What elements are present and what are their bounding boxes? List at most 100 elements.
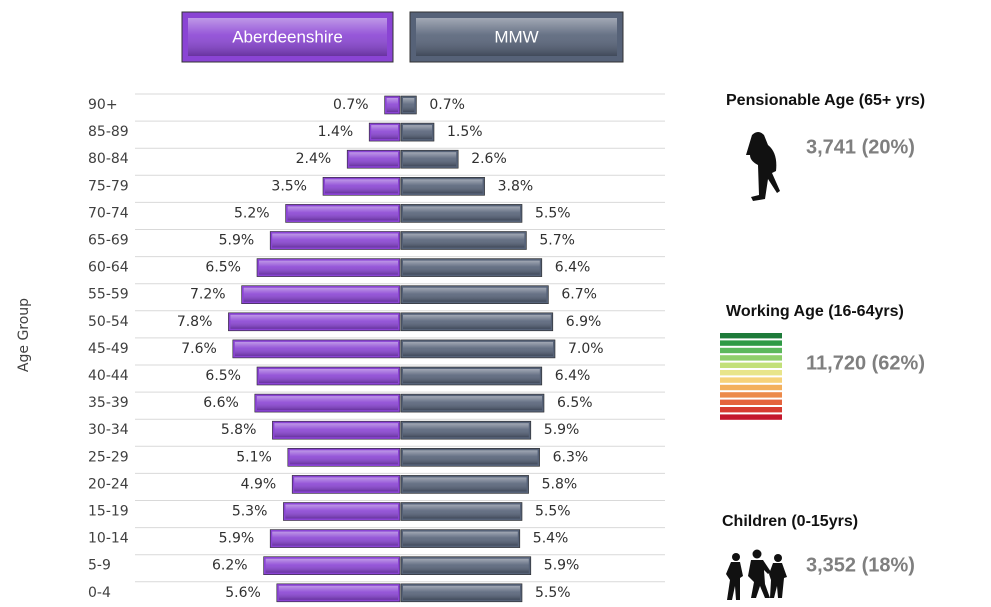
value-label: 2.4% (296, 151, 332, 167)
bar-shine (266, 559, 398, 573)
value-label: 6.9% (566, 314, 602, 330)
bar-shine (403, 288, 546, 302)
bar-shine (403, 315, 551, 329)
value-label: 5.5% (535, 504, 571, 520)
bar-shine (403, 532, 518, 546)
bar-shine (285, 505, 398, 519)
value-label: 6.5% (557, 395, 593, 411)
bar-shine (349, 152, 398, 166)
value-label: 0.7% (429, 97, 465, 113)
stripe (720, 348, 782, 353)
bar-shine (403, 206, 520, 220)
bar-shine (403, 234, 524, 248)
value-label: 6.4% (555, 260, 591, 276)
bar-shine (230, 315, 398, 329)
y-tick-label: 5-9 (88, 558, 111, 574)
bar-shine (403, 152, 456, 166)
y-tick-label: 90+ (88, 97, 118, 113)
panel-value: 3,352 (18%) (806, 554, 915, 576)
stripe (720, 385, 782, 390)
bar-shine (279, 586, 398, 600)
stripe (720, 333, 782, 338)
y-tick-label: 85-89 (88, 124, 129, 140)
value-label: 5.8% (542, 476, 578, 492)
bar-shine (272, 234, 398, 248)
value-label: 5.6% (225, 585, 261, 601)
bar-shine (403, 98, 414, 112)
value-label: 7.8% (177, 314, 213, 330)
y-tick-label: 40-44 (88, 368, 129, 384)
value-label: 0.7% (333, 97, 369, 113)
value-label: 1.5% (447, 124, 483, 140)
bar-shine (325, 179, 398, 193)
value-label: 5.9% (219, 531, 255, 547)
value-label: 5.8% (221, 422, 257, 438)
value-label: 7.0% (568, 341, 604, 357)
y-tick-label: 75-79 (88, 178, 129, 194)
value-label: 6.6% (203, 395, 239, 411)
bar-shine (259, 369, 398, 383)
y-tick-label: 45-49 (88, 341, 129, 357)
pensioner-icon (746, 132, 780, 201)
value-label: 4.9% (241, 476, 277, 492)
stripe (720, 363, 782, 368)
bar-shine (290, 450, 398, 464)
bar-shine (235, 342, 398, 356)
value-label: 5.4% (533, 531, 569, 547)
y-tick-label: 15-19 (88, 504, 129, 520)
value-label: 2.6% (471, 151, 507, 167)
value-label: 7.2% (190, 287, 226, 303)
panel-title: Children (0-15yrs) (722, 513, 858, 530)
bar-shine (403, 477, 527, 491)
value-label: 5.9% (544, 422, 580, 438)
bar-shine (403, 261, 540, 275)
bar-shine (244, 288, 398, 302)
bar-shine (403, 586, 520, 600)
bar-shine (403, 450, 538, 464)
value-label: 5.5% (535, 205, 571, 221)
panel-title: Pensionable Age (65+ yrs) (726, 92, 925, 109)
stripe (720, 414, 782, 419)
value-label: 6.4% (555, 368, 591, 384)
y-tick-label: 10-14 (88, 531, 129, 547)
stripe (720, 340, 782, 345)
bar-shine (403, 125, 432, 139)
stripe (720, 377, 782, 382)
stripe (720, 370, 782, 375)
value-label: 5.7% (539, 233, 575, 249)
value-label: 6.5% (205, 260, 241, 276)
children-icon (726, 550, 787, 601)
value-label: 3.8% (498, 178, 534, 194)
y-tick-label: 30-34 (88, 422, 129, 438)
bar-shine (403, 505, 520, 519)
value-label: 6.2% (212, 558, 248, 574)
chart: Age Group Pensionable Age (65+ yrs) 3,74… (0, 0, 991, 607)
legend-label: Aberdeenshire (232, 27, 343, 46)
y-tick-label: 25-29 (88, 449, 129, 465)
y-tick-label: 80-84 (88, 151, 129, 167)
value-label: 5.5% (535, 585, 571, 601)
y-tick-label: 0-4 (88, 585, 111, 601)
bar-shine (259, 261, 398, 275)
y-tick-label: 20-24 (88, 476, 129, 492)
stripe (720, 400, 782, 405)
y-tick-label: 65-69 (88, 233, 129, 249)
bar-shine (371, 125, 398, 139)
stripe (720, 355, 782, 360)
value-label: 6.7% (561, 287, 597, 303)
y-tick-label: 35-39 (88, 395, 129, 411)
bar-shine (403, 396, 542, 410)
bar-shine (294, 477, 398, 491)
value-label: 5.3% (232, 504, 268, 520)
bar-shine (403, 559, 529, 573)
y-axis-label: Age Group (16, 298, 32, 372)
value-label: 5.9% (544, 558, 580, 574)
stripe (720, 392, 782, 397)
bar-shine (387, 98, 398, 112)
value-label: 5.9% (219, 233, 255, 249)
y-tick-label: 70-74 (88, 205, 129, 221)
bar-shine (403, 179, 483, 193)
value-label: 1.4% (318, 124, 354, 140)
working-age-icon (720, 333, 782, 420)
y-tick-label: 50-54 (88, 314, 129, 330)
